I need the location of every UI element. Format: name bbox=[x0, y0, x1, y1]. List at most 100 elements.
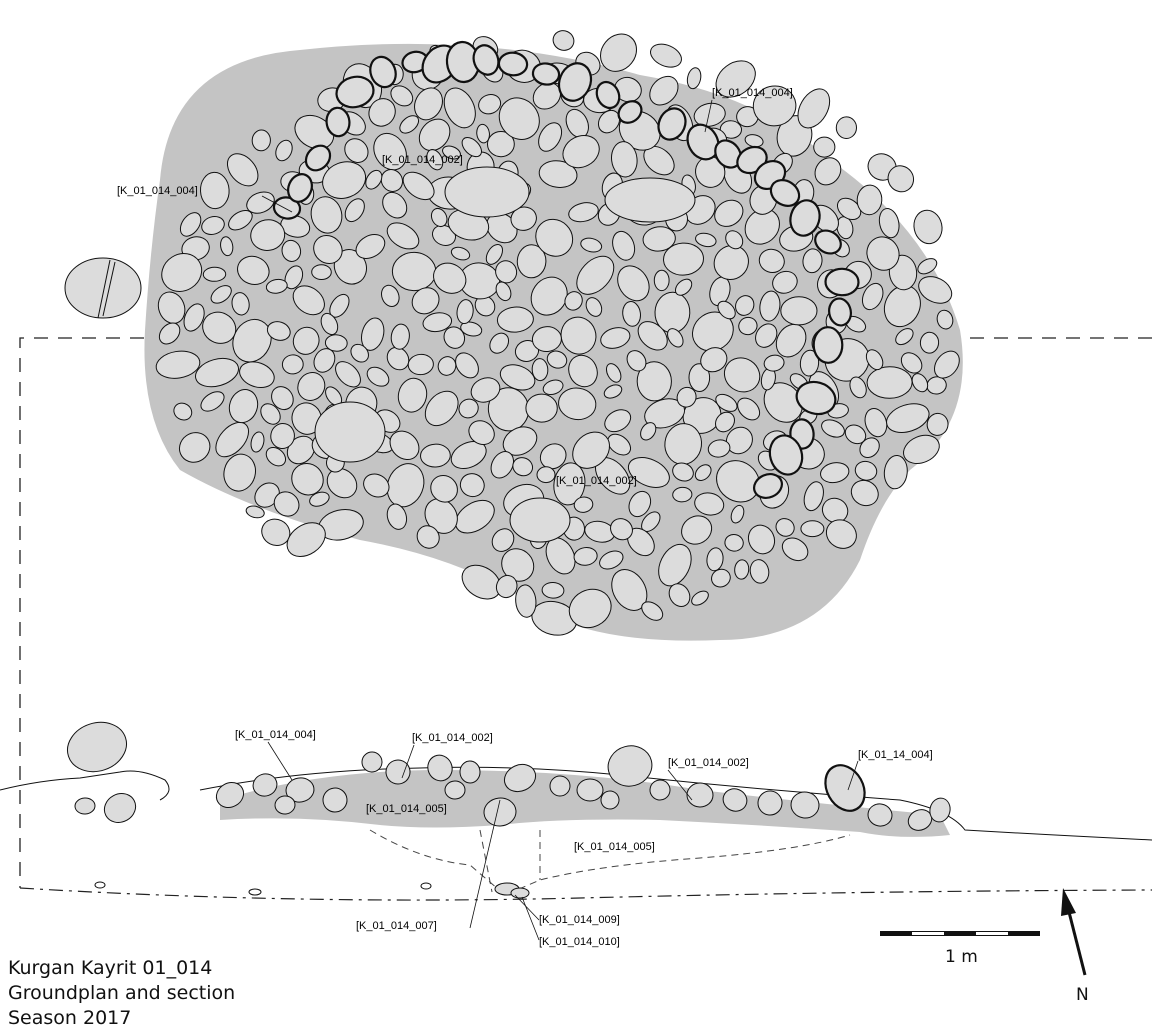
stone bbox=[411, 287, 440, 315]
stone bbox=[287, 173, 313, 203]
stone bbox=[693, 102, 726, 127]
stone bbox=[311, 264, 332, 281]
stone bbox=[535, 218, 574, 257]
stone bbox=[292, 326, 320, 355]
stone bbox=[74, 797, 96, 815]
stone bbox=[597, 109, 621, 134]
stone bbox=[749, 559, 770, 584]
stone bbox=[692, 311, 734, 352]
stone bbox=[730, 504, 745, 524]
stone bbox=[265, 447, 287, 467]
stone bbox=[516, 244, 547, 279]
stone bbox=[455, 499, 495, 534]
north-arrow-label: N bbox=[1076, 985, 1089, 1005]
stone bbox=[433, 262, 467, 294]
section-soil-layer bbox=[220, 770, 950, 837]
stone bbox=[424, 390, 459, 427]
stone bbox=[789, 199, 821, 237]
stone bbox=[271, 386, 294, 411]
stone bbox=[161, 253, 203, 292]
stone bbox=[210, 285, 232, 304]
plan-label-ring-ne: [K_01_014_004] bbox=[704, 87, 793, 133]
stone bbox=[676, 386, 697, 408]
stone bbox=[775, 518, 795, 537]
stone bbox=[681, 515, 713, 545]
stone bbox=[292, 285, 325, 316]
stone bbox=[895, 328, 914, 346]
stone bbox=[458, 398, 479, 419]
stone bbox=[560, 316, 597, 355]
stone bbox=[686, 123, 720, 161]
plan-label-fill-center: [K_01_014_002] bbox=[556, 475, 637, 487]
stone bbox=[836, 197, 862, 221]
stone bbox=[220, 236, 234, 257]
stone bbox=[430, 207, 448, 228]
stone bbox=[487, 130, 515, 158]
section-label-layer-w: [K_01_014_005] bbox=[366, 803, 447, 815]
stone bbox=[266, 321, 291, 341]
stone bbox=[724, 533, 744, 552]
stone bbox=[173, 402, 193, 421]
stone bbox=[917, 258, 938, 275]
stone bbox=[759, 290, 781, 322]
stone bbox=[270, 423, 295, 449]
stone bbox=[459, 473, 485, 498]
stone bbox=[790, 791, 820, 819]
stone bbox=[568, 588, 612, 629]
stone bbox=[752, 85, 797, 127]
stone bbox=[573, 496, 594, 513]
stone bbox=[719, 120, 742, 139]
stone bbox=[825, 519, 857, 549]
stone bbox=[250, 219, 286, 251]
stone bbox=[738, 316, 758, 336]
stone bbox=[747, 524, 776, 555]
stone bbox=[402, 171, 435, 201]
section-label-text: [K_01_014_002] bbox=[412, 732, 493, 744]
stone bbox=[883, 454, 908, 490]
stone bbox=[617, 100, 643, 124]
stone bbox=[607, 433, 632, 456]
stone bbox=[272, 196, 302, 220]
stone bbox=[861, 282, 884, 311]
stone bbox=[291, 402, 322, 435]
section-label-ring-w: [K_01_014_004] bbox=[235, 729, 316, 781]
stone bbox=[530, 276, 568, 316]
stone bbox=[650, 43, 682, 68]
stone bbox=[541, 581, 565, 599]
stone bbox=[572, 431, 611, 469]
stone bbox=[700, 347, 728, 373]
stone bbox=[199, 171, 230, 210]
stone bbox=[237, 255, 270, 285]
stone bbox=[918, 276, 953, 304]
stone bbox=[381, 284, 400, 307]
stone bbox=[538, 122, 563, 152]
section-label-fill-e: [K_01_014_002] bbox=[667, 757, 749, 801]
stone bbox=[531, 62, 561, 86]
section-pit-outline bbox=[369, 829, 851, 896]
plan-label-ring-nw: [K_01_014_004] bbox=[117, 185, 293, 213]
stone bbox=[252, 773, 278, 797]
caption-line-1: Kurgan Kayrit 01_014 bbox=[8, 957, 213, 979]
stone bbox=[490, 451, 515, 479]
stone bbox=[286, 522, 326, 557]
stone bbox=[636, 361, 672, 402]
stone bbox=[496, 306, 534, 333]
stone bbox=[867, 803, 893, 827]
north-arrow-icon: N bbox=[1061, 888, 1089, 1005]
stone bbox=[200, 391, 225, 412]
stone bbox=[658, 543, 692, 587]
stone bbox=[215, 782, 245, 808]
section-label-ring-e: [K_01_14_004] bbox=[847, 749, 933, 791]
stone bbox=[887, 165, 915, 193]
scale-bar: 1 m bbox=[880, 931, 1040, 967]
stone bbox=[281, 354, 304, 375]
stone bbox=[489, 332, 510, 354]
stone bbox=[553, 462, 586, 506]
stone bbox=[668, 583, 691, 607]
stone bbox=[919, 331, 940, 354]
stone bbox=[542, 379, 564, 396]
stone bbox=[503, 763, 537, 793]
stone bbox=[707, 439, 731, 458]
stone bbox=[491, 528, 515, 552]
stone bbox=[715, 60, 756, 98]
